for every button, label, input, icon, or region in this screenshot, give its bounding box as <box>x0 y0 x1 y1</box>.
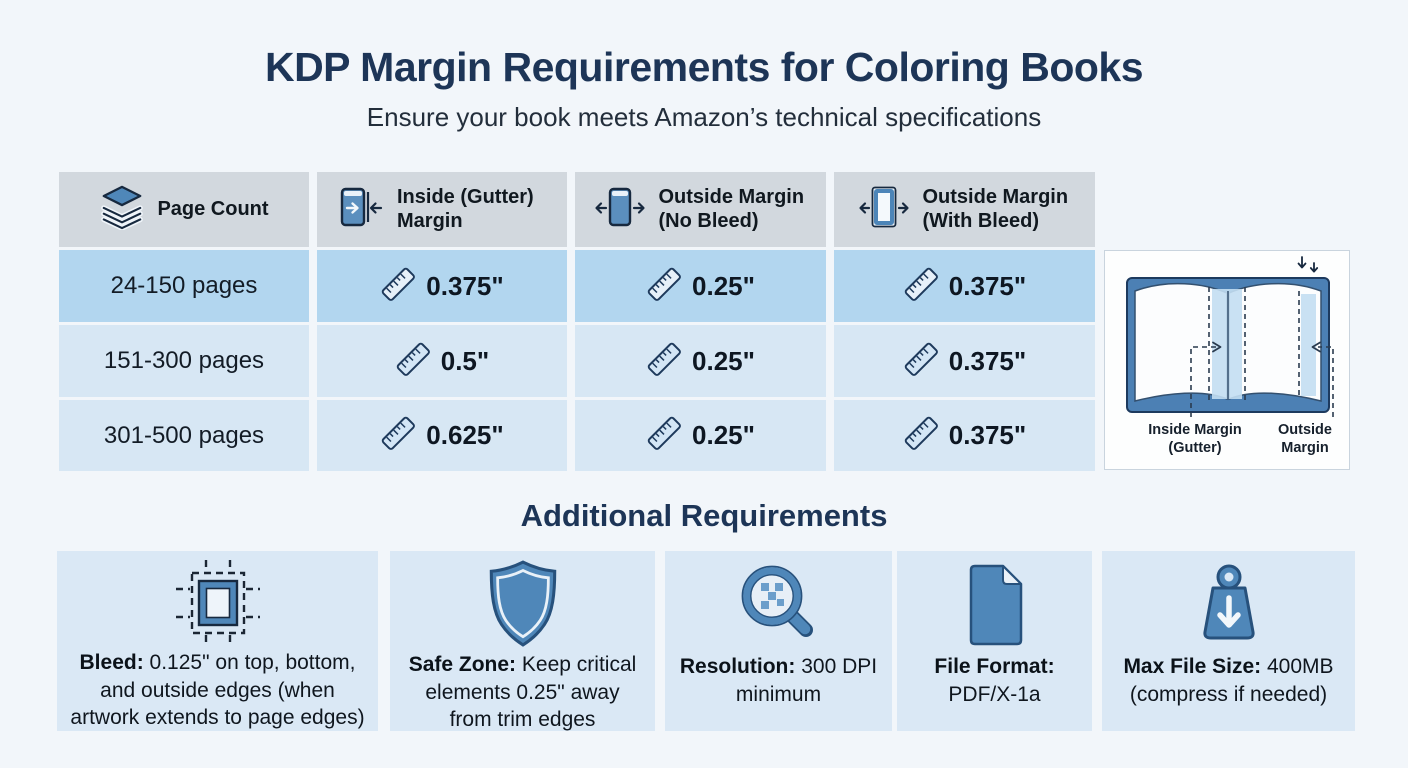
stacked-pages-icon <box>99 184 145 235</box>
requirement-card-max-file-size: Max File Size: 400MB (compress if needed… <box>1102 551 1355 731</box>
column-header-label: Page Count <box>157 197 269 220</box>
table-row-3-page-count: 301-500 pages <box>59 400 309 471</box>
requirement-label: File Format: <box>934 655 1055 678</box>
requirement-label: Safe Zone: <box>408 653 517 676</box>
requirement-card-safe-zone: Safe Zone: Keep critical elements 0.25" … <box>390 551 655 731</box>
column-header-inside-gutter: Inside (Gutter) Margin <box>317 172 567 247</box>
margin-value: 0.375" <box>426 270 504 301</box>
bleed-marks-icon <box>1297 256 1319 273</box>
ruler-icon <box>646 341 682 382</box>
requirement-card-file-format: File Format: PDF/X-1a <box>897 551 1092 731</box>
requirement-card-bleed: Bleed: 0.125" on top, bottom, and outsid… <box>57 551 378 731</box>
column-header-outside-with-bleed: Outside Margin (With Bleed) <box>834 172 1095 247</box>
table-row-3-inside-gutter: 0.625" <box>317 400 567 471</box>
bleed-cropmarks-icon <box>166 559 270 647</box>
table-row-1-outside-no-bleed: 0.25" <box>575 250 826 322</box>
margin-value: 0.25" <box>692 270 755 301</box>
ruler-icon <box>380 266 416 307</box>
book-outside-arrows-icon <box>593 184 647 235</box>
table-row-2-outside-no-bleed: 0.25" <box>575 325 826 397</box>
ruler-icon <box>395 341 431 382</box>
margin-value: 0.375" <box>948 345 1027 376</box>
page-bleed-arrows-icon <box>857 184 911 235</box>
table-row-2-page-count: 151-300 pages <box>59 325 309 397</box>
column-header-label: Inside (Gutter) Margin <box>397 185 534 232</box>
requirement-text: Safe Zone: Keep critical elements 0.25" … <box>390 651 655 734</box>
margin-value: 0.375" <box>948 270 1027 301</box>
diagram-inside-margin-label: Inside Margin (Gutter) <box>1148 422 1242 457</box>
diagram-outside-margin-label: Outside Margin <box>1278 422 1332 457</box>
ruler-icon <box>646 415 682 456</box>
file-icon <box>961 559 1029 651</box>
margin-value: 0.375" <box>948 420 1027 450</box>
margin-value: 0.5" <box>440 345 490 376</box>
requirement-label: Resolution: <box>679 655 796 678</box>
requirement-body: Keep critical elements 0.25" away from t… <box>425 653 637 732</box>
requirement-body: 300 DPI minimum <box>735 655 878 706</box>
table-row-1-outside-with-bleed: 0.375" <box>834 250 1095 322</box>
requirement-label: Bleed: <box>79 651 144 674</box>
table-row-1-inside-gutter: 0.375" <box>317 250 567 322</box>
requirement-text: Max File Size: 400MB (compress if needed… <box>1102 653 1355 708</box>
column-header-label: Outside Margin (No Bleed) <box>658 185 805 232</box>
column-header-page-count: Page Count <box>59 172 309 247</box>
margin-diagram-panel: Inside Margin (Gutter) Outside Margin <box>1104 250 1350 470</box>
shield-icon <box>485 559 561 649</box>
page-title: KDP Margin Requirements for Coloring Boo… <box>264 44 1144 90</box>
requirement-text: Resolution: 300 DPI minimum <box>665 653 892 708</box>
margin-value: 0.25" <box>692 345 755 376</box>
requirement-body: PDF/X-1a <box>948 682 1041 706</box>
open-book-margins-icon <box>1105 256 1351 423</box>
ruler-icon <box>903 341 939 382</box>
table-row-1-page-count: 24-150 pages <box>59 250 309 322</box>
column-header-label: Outside Margin (With Bleed) <box>922 185 1069 232</box>
requirement-body: 400MB (compress if needed) <box>1129 655 1334 706</box>
margin-value: 0.25" <box>692 420 755 450</box>
margin-value: 0.625" <box>426 420 504 450</box>
requirement-card-resolution: Resolution: 300 DPI minimum <box>665 551 892 731</box>
table-row-2-inside-gutter: 0.5" <box>317 325 567 397</box>
requirement-body: 0.125" on top, bottom, and outside edges… <box>70 651 365 730</box>
book-gutter-arrows-icon <box>337 184 385 235</box>
table-row-3-outside-no-bleed: 0.25" <box>575 400 826 471</box>
requirement-label: Max File Size: <box>1123 655 1262 678</box>
margin-spec-table: Page Count Inside (Gutter) Margin <box>59 172 1095 471</box>
ruler-icon <box>380 415 416 456</box>
ruler-icon <box>646 266 682 307</box>
page-subtitle: Ensure your book meets Amazon’s technica… <box>366 102 1042 132</box>
table-row-2-outside-with-bleed: 0.375" <box>834 325 1095 397</box>
additional-requirements-heading: Additional Requirements <box>520 498 888 533</box>
table-row-3-outside-with-bleed: 0.375" <box>834 400 1095 471</box>
column-header-outside-no-bleed: Outside Margin (No Bleed) <box>575 172 826 247</box>
requirement-text: Bleed: 0.125" on top, bottom, and outsid… <box>57 649 378 732</box>
ruler-icon <box>903 415 939 456</box>
magnifier-pixels-icon <box>736 559 822 651</box>
requirement-text: File Format: PDF/X-1a <box>897 653 1092 708</box>
ruler-icon <box>903 266 939 307</box>
weight-icon <box>1189 559 1269 651</box>
